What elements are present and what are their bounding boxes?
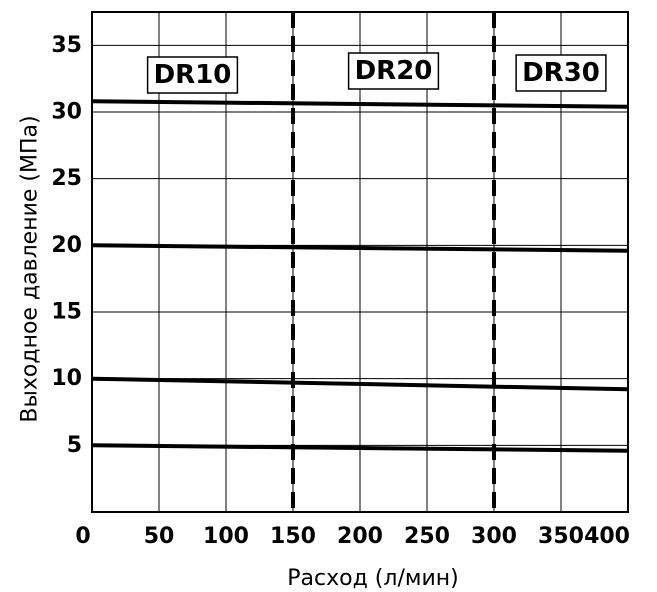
region-label-frame xyxy=(515,54,607,92)
y-tick-label: 30 xyxy=(51,100,82,125)
x-tick-label: 250 xyxy=(404,524,450,549)
y-axis-title: Выходное давление (МПа) xyxy=(18,115,43,422)
region-label-text: DR20 xyxy=(355,56,433,86)
y-tick-label: 5 xyxy=(67,433,82,458)
x-tick-label: 150 xyxy=(270,524,316,549)
y-tick-label: 10 xyxy=(51,366,82,391)
x-tick-label: 0 xyxy=(75,524,90,549)
series-line xyxy=(91,443,629,453)
y-tick-labels: 5 10 15 20 25 30 35 xyxy=(51,33,82,458)
region-label-frame xyxy=(146,56,239,94)
region-label-box: DR20 xyxy=(347,52,440,90)
x-tick-label: 100 xyxy=(203,524,249,549)
region-label-text: DR10 xyxy=(154,60,232,90)
plot-frame xyxy=(91,11,629,513)
y-tick-label: 25 xyxy=(51,166,82,191)
region-label-text: DR30 xyxy=(522,58,600,88)
series-lines xyxy=(91,99,629,453)
region-labels: DR10 DR20 DR30 xyxy=(146,52,607,94)
x-tick-label: 50 xyxy=(144,524,175,549)
x-tick-label: 300 xyxy=(471,524,517,549)
series-line xyxy=(91,376,629,392)
region-label-frame xyxy=(347,52,440,90)
x-tick-label: 400 xyxy=(584,524,630,549)
series-line xyxy=(91,243,629,253)
y-tick-label: 15 xyxy=(51,300,82,325)
y-tick-label: 35 xyxy=(51,33,82,58)
x-tick-labels: 0 50 100 150 200 250 300 350 400 xyxy=(75,524,630,549)
region-label-box: DR30 xyxy=(515,54,607,92)
y-tick-label: 20 xyxy=(51,233,82,258)
x-tick-label: 350 xyxy=(538,524,584,549)
x-axis-title: Расход (л/мин) xyxy=(287,566,458,591)
region-label-box: DR10 xyxy=(146,56,239,94)
x-tick-label: 200 xyxy=(337,524,383,549)
region-dividers xyxy=(291,12,496,512)
series-line xyxy=(91,99,629,109)
